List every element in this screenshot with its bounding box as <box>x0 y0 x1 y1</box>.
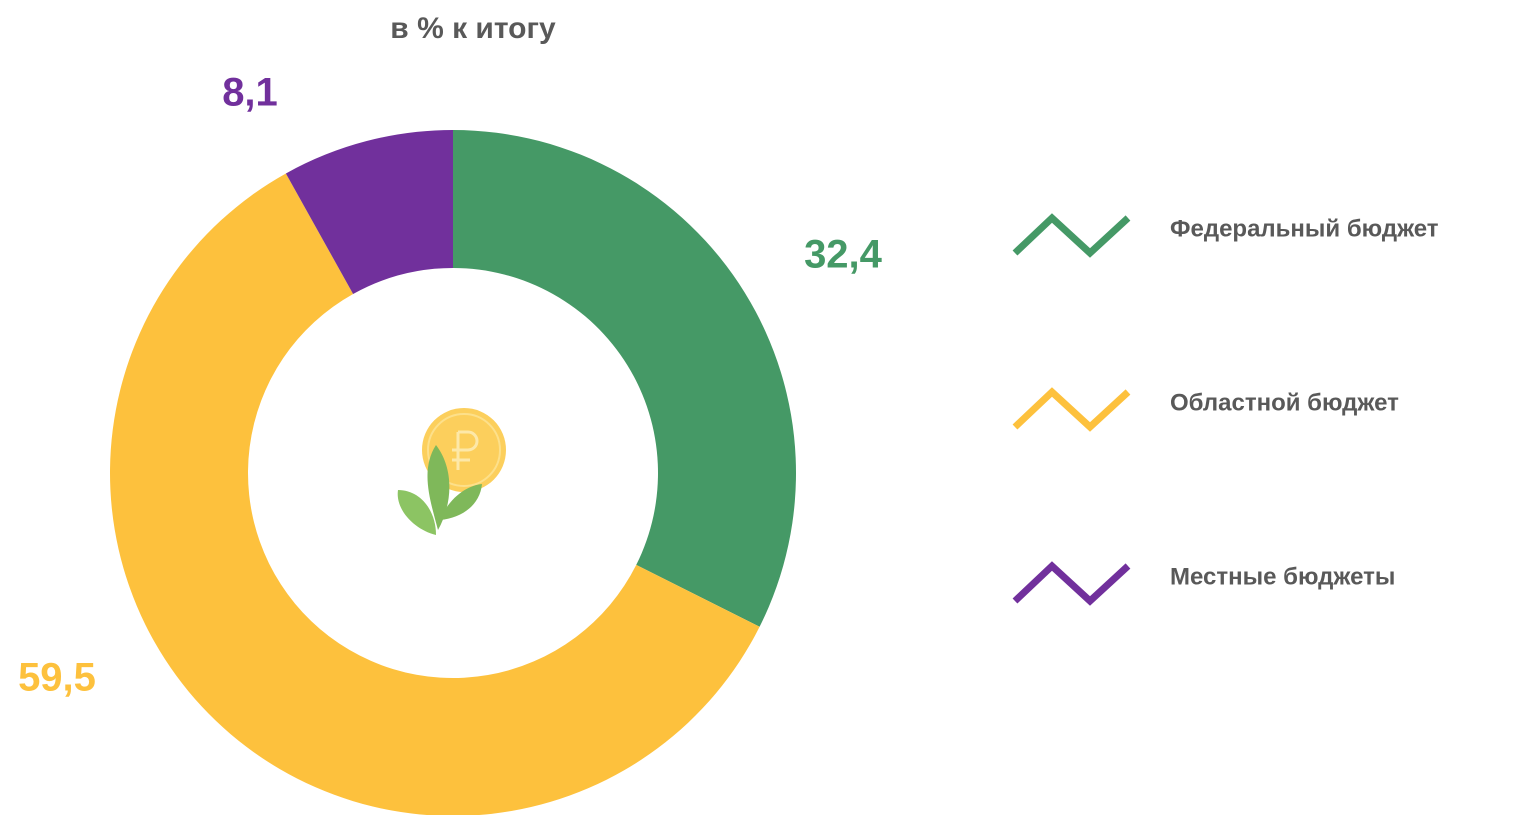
legend-label: Федеральный бюджет <box>1170 215 1439 242</box>
data-label: 8,1 <box>222 71 278 115</box>
center-icon <box>397 408 506 535</box>
legend-swatch <box>1012 213 1131 258</box>
pie-slice <box>110 173 760 815</box>
legend-swatch <box>1012 561 1131 606</box>
pie-slice <box>453 130 796 627</box>
data-label: 32,4 <box>804 233 883 277</box>
legend-swatch <box>1012 387 1131 432</box>
chart-title: в % к итогу <box>390 12 556 45</box>
pie-slice <box>285 130 453 294</box>
legend-label: Областной бюджет <box>1170 389 1399 416</box>
data-label: 59,5 <box>18 656 96 700</box>
legend-label: Местные бюджеты <box>1170 563 1395 590</box>
